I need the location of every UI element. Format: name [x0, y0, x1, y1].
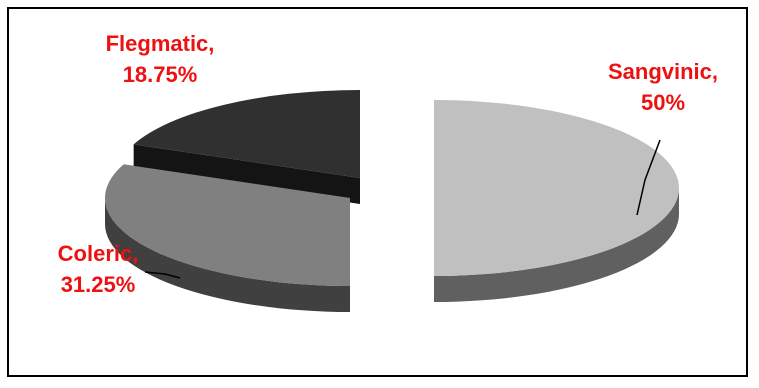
label-flegmatic-name: Flegmatic,	[106, 31, 215, 56]
label-coleric-name: Coleric,	[58, 241, 139, 266]
pie-slices	[104, 90, 679, 312]
slice-side-sangvinic	[434, 188, 679, 302]
label-sangvinic-pct: 50%	[641, 90, 685, 115]
label-flegmatic-pct: 18.75%	[123, 62, 198, 87]
slice-side-coleric	[105, 198, 350, 312]
slice-flegmatic	[133, 90, 360, 178]
slice-sangvinic	[434, 100, 679, 276]
slice-face-flegmatic-0	[133, 144, 360, 204]
leader-line-coleric	[144, 271, 181, 279]
label-sangvinic-name: Sangvinic,	[608, 59, 718, 84]
label-coleric-pct: 31.25%	[61, 272, 136, 297]
leader-line-sangvinic	[636, 139, 661, 216]
slice-coleric	[104, 164, 350, 286]
